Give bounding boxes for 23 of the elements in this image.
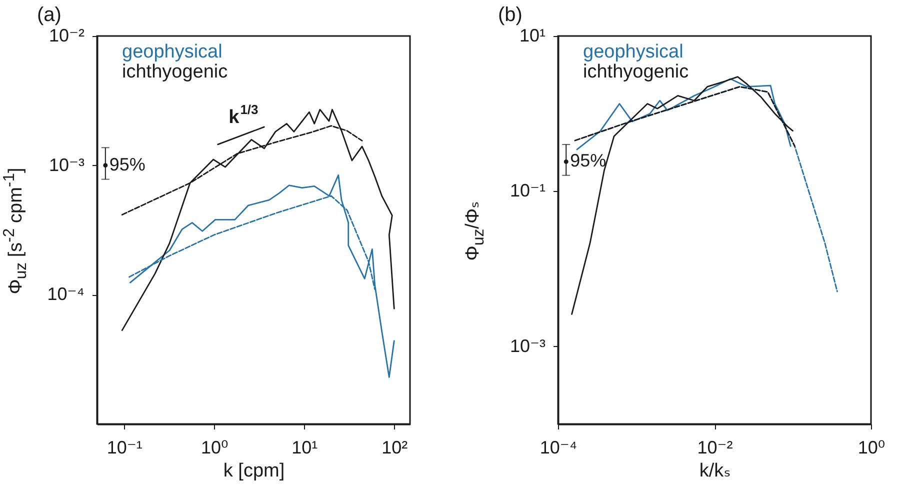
chart-title: (a) [37,4,62,26]
y-tick-label: 10¹ [519,26,546,46]
series-label: ichthyogenic [583,62,689,82]
y-tick-label: 10⁻² [48,26,84,46]
y-tick-label: 10⁻¹ [510,180,546,201]
text: ichthyogenic [122,62,228,82]
y-tick-label: 10⁻⁴ [47,284,84,304]
x-tick-label: 10² [382,438,408,458]
annotation: 95% [109,154,146,174]
x-axis-title: k [cpm] [223,460,285,482]
y-tick-label: 10⁻³ [510,336,546,356]
text: geophysical [122,42,222,62]
x-tick-label: 10⁻¹ [106,438,142,458]
x-tick-label: 10¹ [292,438,318,458]
x-tick-label: 10⁻⁴ [540,438,578,458]
x-tick-label: 10⁰ [858,438,886,458]
series-label: geophysical [583,42,684,62]
x-tick-label: 10⁻² [697,438,733,458]
annotation: 95% [570,150,606,171]
chart-title: (b) [498,4,522,26]
y-tick-label: 10⁻³ [48,154,84,175]
x-axis-title: k/kₛ [699,460,731,482]
x-tick-label: 10⁰ [200,438,228,458]
